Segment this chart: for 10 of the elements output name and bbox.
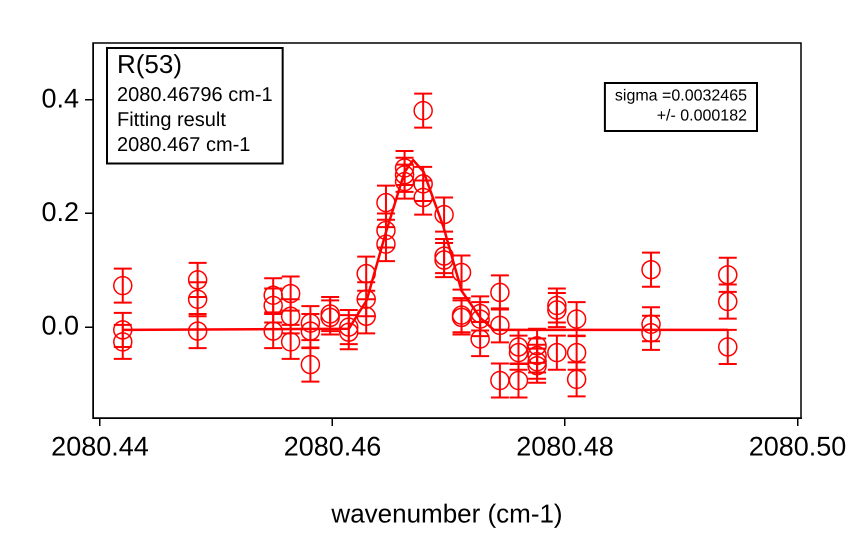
x-tick-label: 2080.48 [516, 432, 614, 462]
y-tick-label: 0.2 [41, 196, 79, 227]
y-tick-label: 0.4 [41, 83, 79, 114]
x-tick-label: 2080.46 [284, 432, 382, 462]
x-tick-label: 2080.44 [51, 432, 149, 462]
annotation: R(53) 2080.46796 cm-1 Fitting result 2080.467 cm-1 [117, 49, 273, 156]
x-tick-label: 2080.50 [748, 432, 846, 462]
annotation: sigma =0.0032465 +/- 0.000182 [614, 87, 748, 124]
x-axis-title: wavenumber (cm-1) [330, 498, 563, 529]
y-tick-label: 0.0 [41, 310, 79, 341]
